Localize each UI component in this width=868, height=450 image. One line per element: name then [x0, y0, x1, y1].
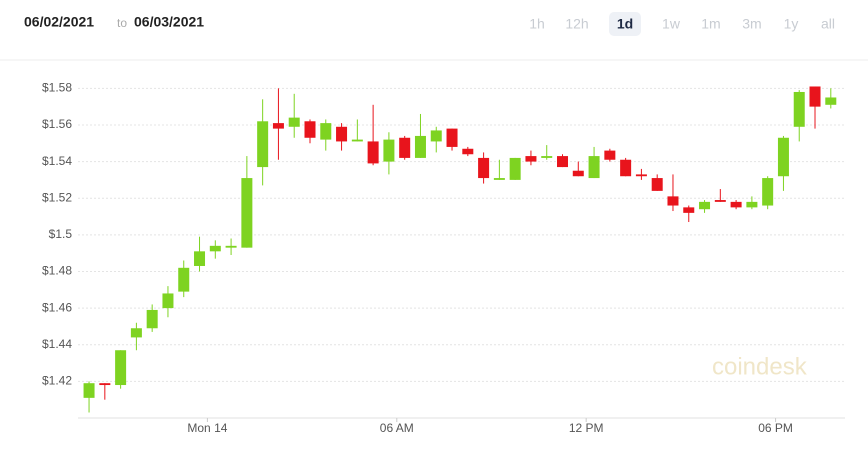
candle-body — [541, 156, 553, 158]
candle-body — [825, 97, 837, 105]
candle-body — [777, 137, 789, 177]
candle-body — [430, 130, 442, 142]
y-tick-label: $1.48 — [42, 264, 72, 278]
y-tick-label: $1.54 — [42, 154, 72, 168]
range-button[interactable]: 3m — [742, 16, 761, 32]
range-button[interactable]: 1m — [701, 16, 720, 32]
y-tick-label: $1.42 — [42, 374, 72, 388]
candle-body — [620, 159, 632, 177]
date-separator: to — [117, 16, 127, 30]
candle-body — [209, 245, 221, 252]
candle-body — [257, 121, 269, 168]
range-button[interactable]: all — [821, 16, 835, 32]
date-to: 06/03/2021 — [134, 14, 204, 30]
candle-body — [178, 267, 190, 292]
x-tick-label: 06 PM — [758, 421, 793, 435]
candle-body — [525, 156, 537, 162]
candle-body — [683, 207, 695, 213]
candle-body — [130, 328, 142, 338]
candle-body — [336, 126, 348, 142]
candle-body — [730, 201, 742, 208]
candle-body — [478, 157, 490, 179]
date-from: 06/02/2021 — [24, 14, 94, 30]
candle-body — [115, 350, 127, 386]
range-button-bg[interactable] — [609, 12, 641, 36]
y-tick-label: $1.46 — [42, 300, 72, 314]
candle-body — [194, 251, 206, 266]
range-button[interactable]: 1w — [662, 16, 681, 32]
candle-body — [651, 178, 663, 191]
candle-body — [557, 156, 569, 168]
candle-body — [699, 201, 711, 210]
candle-body — [493, 178, 505, 180]
range-button[interactable]: 12h — [565, 16, 588, 32]
candle-body — [367, 141, 379, 164]
y-tick-label: $1.52 — [42, 190, 72, 204]
candle-body — [604, 150, 616, 160]
candle-body — [320, 123, 332, 140]
candle-body — [241, 178, 253, 248]
candle-body — [351, 139, 363, 142]
candle-body — [304, 121, 316, 138]
candle-body — [288, 117, 300, 127]
candle-body — [809, 86, 821, 107]
y-tick-label: $1.5 — [49, 227, 73, 241]
candle-body — [146, 309, 158, 329]
y-tick-label: $1.56 — [42, 117, 72, 131]
x-tick-label: 12 PM — [569, 421, 604, 435]
x-tick-label: 06 AM — [380, 421, 414, 435]
candle-body — [746, 201, 758, 208]
candle-body — [572, 170, 584, 177]
candle-body — [462, 148, 474, 155]
candle-body — [714, 200, 726, 202]
y-tick-label: $1.58 — [42, 80, 72, 94]
candle-body — [667, 196, 679, 206]
candle-body — [383, 139, 395, 162]
range-button[interactable]: 1d — [617, 16, 633, 32]
candle-body — [162, 293, 174, 309]
candle-body — [99, 383, 111, 386]
x-tick-label: Mon 14 — [187, 421, 227, 435]
candle-body — [399, 137, 411, 158]
candle-body — [762, 178, 774, 206]
candle-body — [225, 245, 237, 248]
range-button[interactable]: 1y — [784, 16, 799, 32]
candle-body — [272, 123, 284, 129]
y-tick-label: $1.44 — [42, 337, 72, 351]
candle-body — [635, 174, 647, 177]
candle-body — [446, 128, 458, 147]
candle-body — [83, 383, 95, 398]
candle-body — [793, 91, 805, 127]
candle-body — [414, 135, 426, 158]
candle-body — [509, 157, 521, 180]
watermark: coindesk — [712, 353, 808, 380]
candle-body — [588, 156, 600, 179]
range-button[interactable]: 1h — [529, 16, 545, 32]
